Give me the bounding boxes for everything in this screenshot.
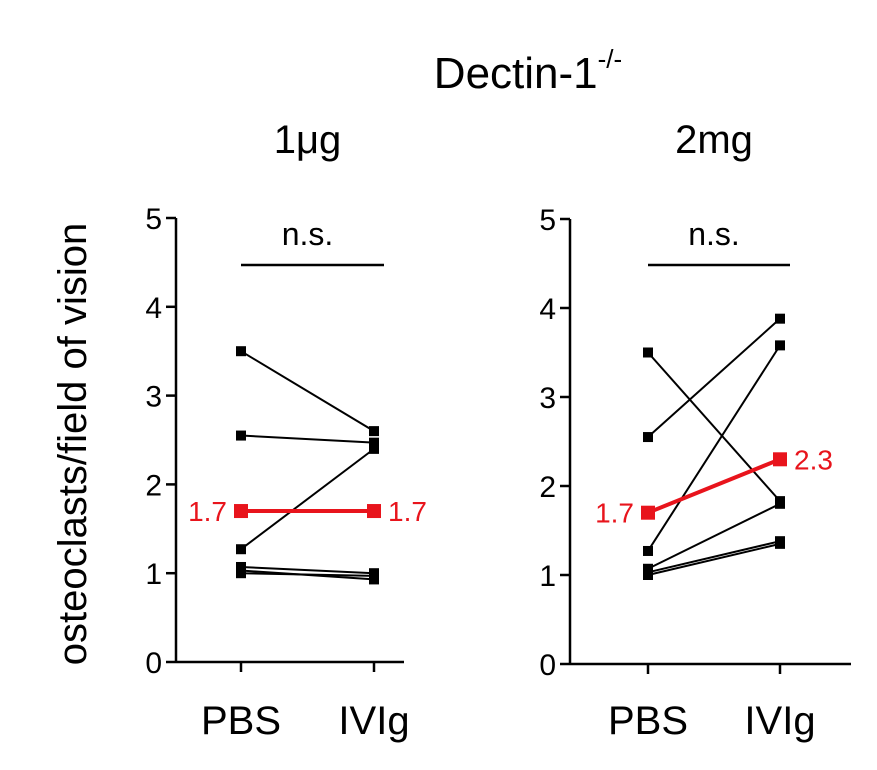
mean-label: 1.7 xyxy=(188,496,227,527)
pair-line xyxy=(647,502,781,570)
data-point xyxy=(643,432,653,443)
pair-line xyxy=(240,572,375,577)
significance-label: n.s. xyxy=(688,216,740,252)
pair-line xyxy=(240,350,375,432)
mean-point xyxy=(641,505,655,520)
y-tick-label: 2 xyxy=(539,471,556,504)
y-tick-label: 4 xyxy=(539,293,556,326)
data-point xyxy=(369,437,379,448)
y-tick-label: 1 xyxy=(539,560,556,593)
pair-line xyxy=(240,565,375,575)
mean-label: 1.7 xyxy=(595,498,634,529)
panel-2: 2mg n.s. 0 1 2 3 4 5 PBS IVIg 1.7 2.3 xyxy=(539,118,851,743)
y-tick-label: 1 xyxy=(145,558,162,591)
data-point xyxy=(643,570,653,580)
pair-line xyxy=(240,434,375,444)
y-tick-label: 2 xyxy=(145,469,162,502)
data-point xyxy=(236,544,246,555)
y-tick-label: 0 xyxy=(539,649,556,682)
x-tick-label: IVIg xyxy=(338,699,409,743)
x-tick-label: PBS xyxy=(201,699,281,743)
figure-title-main: Dectin-1 xyxy=(434,49,598,98)
data-point xyxy=(369,570,379,581)
y-tick-label: 0 xyxy=(145,647,162,680)
data-point xyxy=(236,430,246,441)
panel-1: 1μg n.s. 0 1 2 3 4 5 PBS IVIg 1.7 1.7 xyxy=(145,118,427,743)
data-point xyxy=(775,313,785,324)
data-point xyxy=(643,347,653,358)
data-point xyxy=(236,568,246,579)
figure-title: Dectin-1-/- xyxy=(434,44,622,98)
data-point xyxy=(775,340,785,351)
y-tick-label: 3 xyxy=(145,381,162,414)
x-tick-label: IVIg xyxy=(744,699,815,743)
pair-line xyxy=(240,448,375,551)
y-axis-label: osteoclasts/field of vision xyxy=(51,223,95,665)
pair-line xyxy=(647,317,781,438)
mean-label: 2.3 xyxy=(794,444,833,475)
mean-line xyxy=(647,457,781,515)
data-point xyxy=(643,545,653,556)
data-point xyxy=(369,426,379,437)
pair-line xyxy=(647,351,781,502)
y-tick-label: 4 xyxy=(145,292,162,325)
significance-label: n.s. xyxy=(282,216,334,252)
y-tick-label: 5 xyxy=(145,203,162,236)
panel-title: 2mg xyxy=(675,118,753,162)
panels: 1μg n.s. 0 1 2 3 4 5 PBS IVIg 1.7 1.7 2mg n.s. 0 1 2 3 4 5 P… xyxy=(145,118,851,743)
mean-label: 1.7 xyxy=(388,496,427,527)
data-point xyxy=(775,498,785,509)
x-tick-label: PBS xyxy=(608,699,688,743)
y-tick-label: 3 xyxy=(539,382,556,415)
panel-title: 1μg xyxy=(274,118,342,162)
data-point xyxy=(369,443,379,454)
mean-point xyxy=(234,504,248,519)
figure-title-superscript: -/- xyxy=(598,44,623,74)
mean-point xyxy=(367,504,381,519)
pair-line xyxy=(647,542,781,576)
mean-point xyxy=(773,452,787,467)
data-point xyxy=(236,346,246,357)
pair-line xyxy=(647,540,781,574)
pair-line xyxy=(647,344,781,552)
data-point xyxy=(775,538,785,549)
y-tick-label: 5 xyxy=(539,204,556,237)
